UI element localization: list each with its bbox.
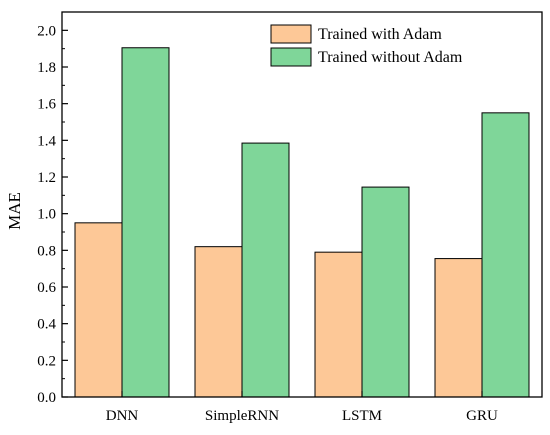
y-axis-title: MAE: [5, 192, 24, 230]
y-tick-label: 2.0: [37, 23, 56, 39]
x-tick-label: DNN: [106, 408, 139, 424]
y-tick-label: 1.6: [37, 97, 56, 113]
legend: Trained with Adam Trained without Adam: [270, 24, 463, 67]
y-tick-label: 0.0: [37, 390, 56, 406]
legend-swatch-2: [270, 47, 312, 67]
y-tick-label: 1.8: [37, 60, 56, 76]
x-tick-label: SimpleRNN: [205, 408, 279, 424]
y-tick-label: 0.4: [37, 317, 56, 333]
y-tick-label: 0.6: [37, 280, 56, 296]
bar-dnn-series-2: [121, 47, 170, 398]
bar-simplernn-series-1: [194, 246, 243, 398]
bar-lstm-series-1: [314, 251, 363, 398]
y-ticks-group: 0.0 0.2 0.4 0.6 0.8 1.0 1.2 1.4 1.6 1.8 2.0: [37, 23, 68, 406]
bars-group: [74, 47, 530, 398]
bar-gru-series-1: [434, 258, 483, 398]
x-tick-label: GRU: [466, 408, 498, 424]
x-tick-label: LSTM: [342, 408, 382, 424]
legend-label-2: Trained without Adam: [318, 49, 463, 66]
y-tick-label: 1.0: [37, 207, 56, 223]
y-tick-label: 0.2: [37, 353, 56, 369]
y-tick-label: 1.4: [37, 133, 56, 149]
y-tick-label: 1.2: [37, 170, 56, 186]
legend-swatch-1: [270, 24, 312, 44]
x-ticks-group: DNN SimpleRNN LSTM GRU: [106, 391, 498, 424]
axes-group: [61, 11, 543, 398]
bar-gru-series-2: [481, 112, 530, 398]
bar-simplernn-series-2: [241, 142, 290, 398]
y-tick-label: 0.8: [37, 243, 56, 259]
plot-frame: [61, 11, 543, 398]
bar-dnn-series-1: [74, 222, 123, 398]
legend-label-1: Trained with Adam: [318, 26, 442, 43]
bar-lstm-series-2: [361, 186, 410, 398]
